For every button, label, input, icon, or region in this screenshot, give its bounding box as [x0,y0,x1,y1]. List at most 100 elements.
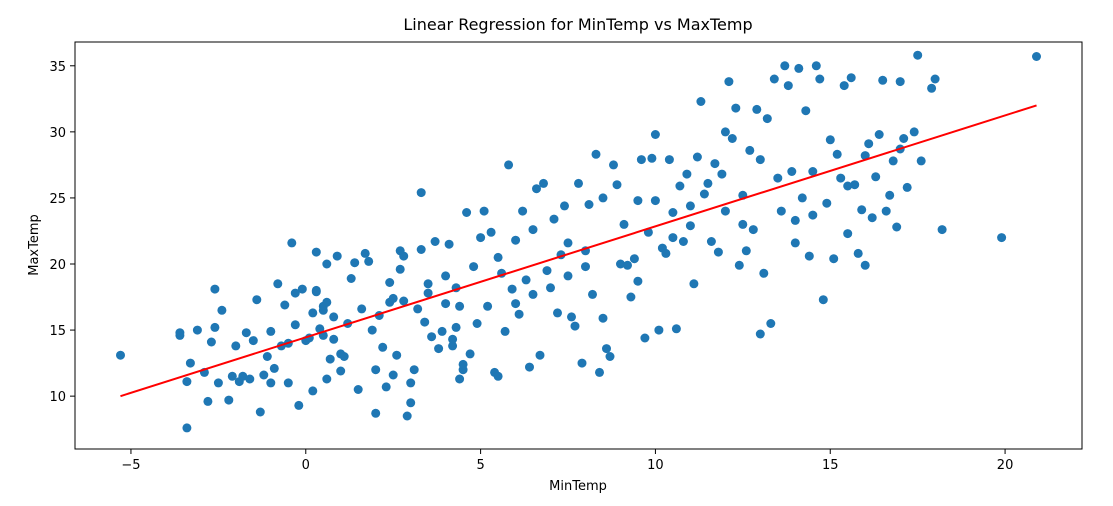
data-point [647,153,657,163]
data-point [430,237,440,246]
data-point [822,198,832,208]
data-point [409,365,419,375]
data-point [584,200,594,209]
data-point [731,103,741,113]
data-point [605,352,615,361]
data-point [703,178,713,188]
y-axis-ticks: 10 15 20 25 30 35 [49,60,75,405]
data-point [500,326,510,336]
data-point [238,371,248,381]
x-axis-label: MinTemp [549,479,607,494]
data-point [853,248,863,258]
data-point [371,365,381,375]
data-point [210,322,220,332]
data-point [839,81,849,91]
data-point [521,275,531,285]
data-point [514,309,524,319]
data-point [451,322,461,332]
data-point [360,248,370,258]
data-point [825,135,835,145]
data-point [560,201,569,211]
data-point [755,155,765,165]
x-tick-label: 20 [997,458,1014,473]
plot-frame [74,41,1083,450]
data-point [206,337,216,347]
data-point [311,285,321,295]
data-point [182,377,192,387]
data-point [671,324,681,334]
data-point [227,371,237,381]
data-point [336,366,346,376]
data-point [738,219,748,229]
data-point [539,178,548,188]
data-point [682,169,692,179]
data-point [720,206,730,216]
data-point [542,266,552,276]
data-point [175,328,185,338]
data-point [650,196,660,206]
data-point [633,276,643,286]
data-point [675,181,685,191]
data-point [864,139,874,149]
y-tick-label: 30 [49,126,66,141]
data-point [829,254,839,264]
data-point [766,319,776,328]
data-point [867,213,877,223]
data-point [759,268,769,278]
data-point [437,326,447,336]
data-point [455,374,465,384]
y-tick-label: 15 [49,324,66,339]
data-point [745,145,755,155]
data-point [406,378,416,388]
data-point [388,370,398,380]
data-point [423,279,433,289]
data-point [308,308,318,318]
data-point [808,210,818,220]
data-point [528,225,538,235]
data-point [476,233,486,243]
data-point [748,225,758,235]
data-point [217,305,227,315]
data-point [231,341,241,351]
data-point [511,235,521,245]
data-point [248,336,258,346]
data-point [329,334,339,344]
data-point [504,160,514,170]
data-point [311,247,321,257]
data-point [755,329,765,339]
data-point [479,206,489,216]
data-point [909,127,919,137]
data-point [661,248,671,258]
data-point [794,63,804,73]
data-point [371,408,381,418]
data-point [612,180,622,190]
data-point [420,317,430,327]
data-point [444,239,454,249]
data-point [535,350,545,360]
data-point [720,127,730,137]
x-tick-label: −5 [121,458,140,473]
data-point [885,190,895,200]
data-point [769,74,779,84]
data-point [668,233,678,243]
data-point [801,106,811,116]
data-point [392,350,402,360]
x-tick-label: 0 [302,458,310,473]
data-point [269,363,279,373]
data-point [713,247,723,257]
data-point [815,74,825,84]
data-point [322,259,332,269]
data-point [332,251,342,261]
data-point [602,344,611,354]
data-point [458,359,468,369]
data-point [850,180,860,190]
data-point [378,342,388,352]
data-point [329,312,339,322]
data-point [860,151,870,161]
data-point [790,215,800,225]
data-point [486,227,496,237]
data-point [710,159,720,169]
data-point [350,258,360,268]
data-point [322,374,332,384]
data-point [937,225,947,235]
